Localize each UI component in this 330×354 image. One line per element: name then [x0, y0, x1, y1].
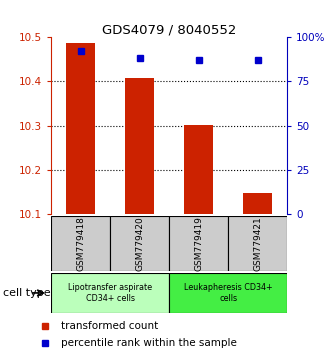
Text: GSM779418: GSM779418	[76, 216, 85, 271]
Bar	[169, 216, 228, 271]
Text: cell type: cell type	[3, 288, 51, 298]
Title: GDS4079 / 8040552: GDS4079 / 8040552	[102, 23, 236, 36]
Bar	[66, 43, 95, 214]
Text: transformed count: transformed count	[61, 321, 158, 331]
Text: GSM779420: GSM779420	[135, 216, 144, 271]
Bar	[51, 273, 169, 313]
Bar	[51, 216, 110, 271]
Bar	[243, 193, 272, 214]
Bar	[228, 216, 287, 271]
Bar	[169, 273, 287, 313]
Text: Leukapheresis CD34+
cells: Leukapheresis CD34+ cells	[184, 283, 273, 303]
Bar	[125, 78, 154, 214]
Text: percentile rank within the sample: percentile rank within the sample	[61, 338, 237, 348]
Text: Lipotransfer aspirate
CD34+ cells: Lipotransfer aspirate CD34+ cells	[68, 283, 152, 303]
Text: GSM779421: GSM779421	[253, 216, 262, 271]
Bar	[184, 125, 214, 214]
Text: GSM779419: GSM779419	[194, 216, 203, 271]
Bar	[110, 216, 169, 271]
